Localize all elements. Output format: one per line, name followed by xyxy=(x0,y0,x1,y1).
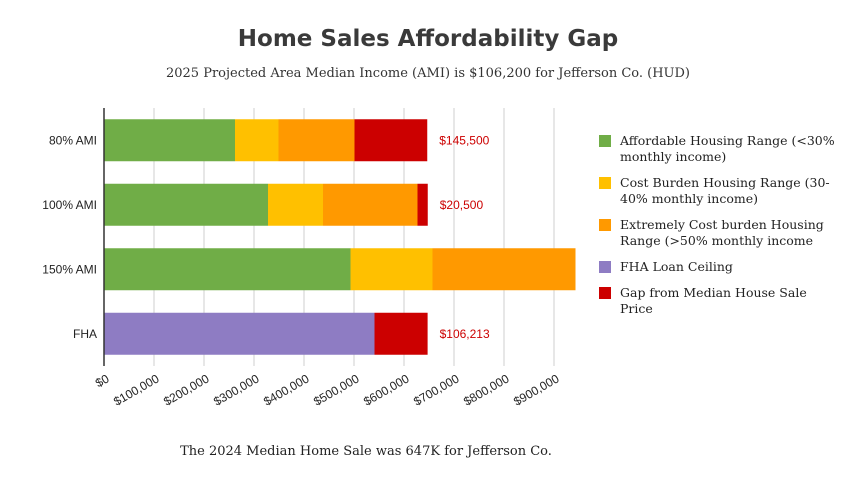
chart-title: Home Sales Affordability Gap xyxy=(237,26,619,52)
legend-item: Affordable Housing Range (<30% monthly i… xyxy=(599,133,839,165)
chart-subtitle: 2025 Projected Area Median Income (AMI) … xyxy=(165,66,690,81)
bar-0-4 xyxy=(354,119,428,162)
data-label-3: $106,213 xyxy=(440,327,490,341)
x-axis-label: The 2024 Median Home Sale was 647K for J… xyxy=(180,444,552,459)
x-tick-label-7: $700,000 xyxy=(411,371,462,408)
legend-item: Cost Burden Housing Range (30-40% monthl… xyxy=(599,175,839,207)
chart-legend: Affordable Housing Range (<30% monthly i… xyxy=(599,133,839,327)
x-tick-label-6: $600,000 xyxy=(361,371,412,408)
legend-label: Extremely Cost burden Housing Range (>50… xyxy=(620,217,824,248)
y-tick-label-1: 100% AMI xyxy=(42,198,97,212)
bar-2-2 xyxy=(432,248,576,291)
legend-swatch xyxy=(599,287,611,299)
x-tick-label-9: $900,000 xyxy=(511,371,562,408)
legend-item: Gap from Median House Sale Price xyxy=(599,285,839,317)
x-tick-label-2: $200,000 xyxy=(161,371,212,408)
x-tick-label-8: $800,000 xyxy=(461,371,512,408)
legend-swatch xyxy=(599,219,611,231)
y-tick-label-2: 150% AMI xyxy=(42,262,97,276)
legend-label: Affordable Housing Range (<30% monthly i… xyxy=(620,133,835,164)
legend-label: Cost Burden Housing Range (30-40% monthl… xyxy=(620,175,830,206)
bar-2-0 xyxy=(104,248,351,291)
legend-swatch xyxy=(599,261,611,273)
x-tick-label-3: $300,000 xyxy=(211,371,262,408)
data-label-0: $145,500 xyxy=(439,133,489,147)
bar-3-3 xyxy=(104,312,375,355)
bar-3-4 xyxy=(374,312,428,355)
bar-0-2 xyxy=(278,119,355,162)
y-tick-label-3: FHA xyxy=(73,327,97,341)
bar-1-2 xyxy=(323,183,418,226)
data-label-1: $20,500 xyxy=(440,198,484,212)
legend-item: FHA Loan Ceiling xyxy=(599,259,839,275)
bar-0-0 xyxy=(104,119,235,162)
x-tick-label-5: $500,000 xyxy=(311,371,362,408)
bar-0-1 xyxy=(235,119,279,162)
legend-item: Extremely Cost burden Housing Range (>50… xyxy=(599,217,839,249)
bar-2-1 xyxy=(350,248,433,291)
bar-1-0 xyxy=(104,183,268,226)
legend-label: FHA Loan Ceiling xyxy=(620,259,733,274)
bar-1-1 xyxy=(268,183,323,226)
bar-1-4 xyxy=(417,183,428,226)
y-tick-label-0: 80% AMI xyxy=(49,133,97,147)
legend-swatch xyxy=(599,177,611,189)
x-tick-label-0: $0 xyxy=(93,371,112,390)
legend-label: Gap from Median House Sale Price xyxy=(620,285,807,316)
x-tick-label-1: $100,000 xyxy=(111,371,162,408)
x-tick-label-4: $400,000 xyxy=(261,371,312,408)
legend-swatch xyxy=(599,135,611,147)
